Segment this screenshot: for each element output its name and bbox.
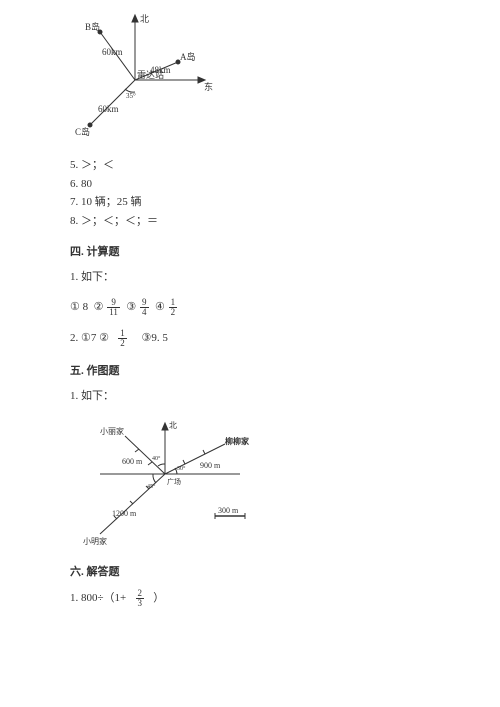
- circled-2: ②: [94, 301, 104, 313]
- calc-item-1-prefix: 1. 如下：: [70, 269, 430, 286]
- d2-d1200-label: 1200 m: [112, 509, 137, 518]
- island-c-label: C岛: [75, 126, 90, 137]
- section-6-title: 六. 解答题: [70, 563, 430, 579]
- d2-xiaoming-label: 小明家: [83, 536, 107, 546]
- draw-item-1: 1. 如下：: [70, 388, 430, 405]
- radar-diagram: 北 东 A岛 B岛 C岛 雷达站 48km 60km 60km 35°: [70, 10, 430, 143]
- solve-item-1-frac: 23: [136, 589, 145, 608]
- circled-3: ③: [126, 301, 136, 313]
- dist-b-label: 60km: [102, 47, 123, 57]
- solve-item-1: 1. 800÷（1+ 23 ）: [70, 589, 430, 608]
- d2-angle30-label: 30°: [177, 465, 186, 472]
- island-a-label: A岛: [180, 51, 196, 62]
- east-label: 东: [204, 81, 213, 92]
- d2-liuliu-label: 柳柳家: [225, 436, 250, 446]
- north-label: 北: [140, 14, 149, 24]
- solve-item-1-p2: ）: [153, 592, 164, 604]
- d2-plaza-label: 广场: [167, 477, 181, 486]
- calc-item-1-values: ① 8 ② 911 ③ 94 ④ 12: [70, 298, 430, 317]
- d2-angle45-label: 45°: [147, 483, 156, 490]
- island-b-label: B岛: [85, 21, 100, 32]
- calc-item-2-part2: ③9. 5: [141, 332, 167, 344]
- fraction-3: 94: [140, 298, 149, 317]
- d2-xiaoli-label: 小丽家: [100, 426, 124, 436]
- map-diagram: 北 小丽家 柳柳家 小明家 广场 600 m 900 m 1200 m 300 …: [70, 416, 430, 549]
- d2-d600-label: 600 m: [122, 457, 143, 466]
- answer-8: 8. ＞；＜；＜；＝: [70, 213, 430, 230]
- answer-7: 7. 10 辆；25 辆: [70, 194, 430, 211]
- section-5-title: 五. 作图题: [70, 362, 430, 378]
- answer-5: 5. ＞；＜: [70, 157, 430, 174]
- d2-scale-label: 300 m: [218, 506, 239, 515]
- circled-4: ④: [155, 301, 165, 313]
- answer-6: 6. 80: [70, 176, 430, 193]
- page-content: 北 东 A岛 B岛 C岛 雷达站 48km 60km 60km 35° 5. ＞…: [0, 0, 500, 630]
- dist-a-label: 48km: [150, 65, 171, 75]
- solve-item-1-p1: 1. 800÷（1+: [70, 592, 126, 604]
- d2-d900-label: 900 m: [200, 461, 221, 470]
- fraction-4: 12: [169, 298, 178, 317]
- angle-c-label: 35°: [126, 92, 136, 100]
- dist-c-label: 60km: [98, 104, 119, 114]
- calc-item-2-part1: 2. ①7 ②: [70, 332, 109, 344]
- circled-1: ①: [70, 301, 80, 313]
- d2-north-label: 北: [169, 421, 177, 430]
- d2-angle40-label: 40°: [152, 455, 161, 462]
- section-4-title: 四. 计算题: [70, 243, 430, 259]
- calc-item-2: 2. ①7 ② 12 ③9. 5: [70, 329, 430, 348]
- calc-item-2-frac: 12: [118, 329, 127, 348]
- value-1: 8: [83, 301, 89, 313]
- fraction-2: 911: [107, 298, 120, 317]
